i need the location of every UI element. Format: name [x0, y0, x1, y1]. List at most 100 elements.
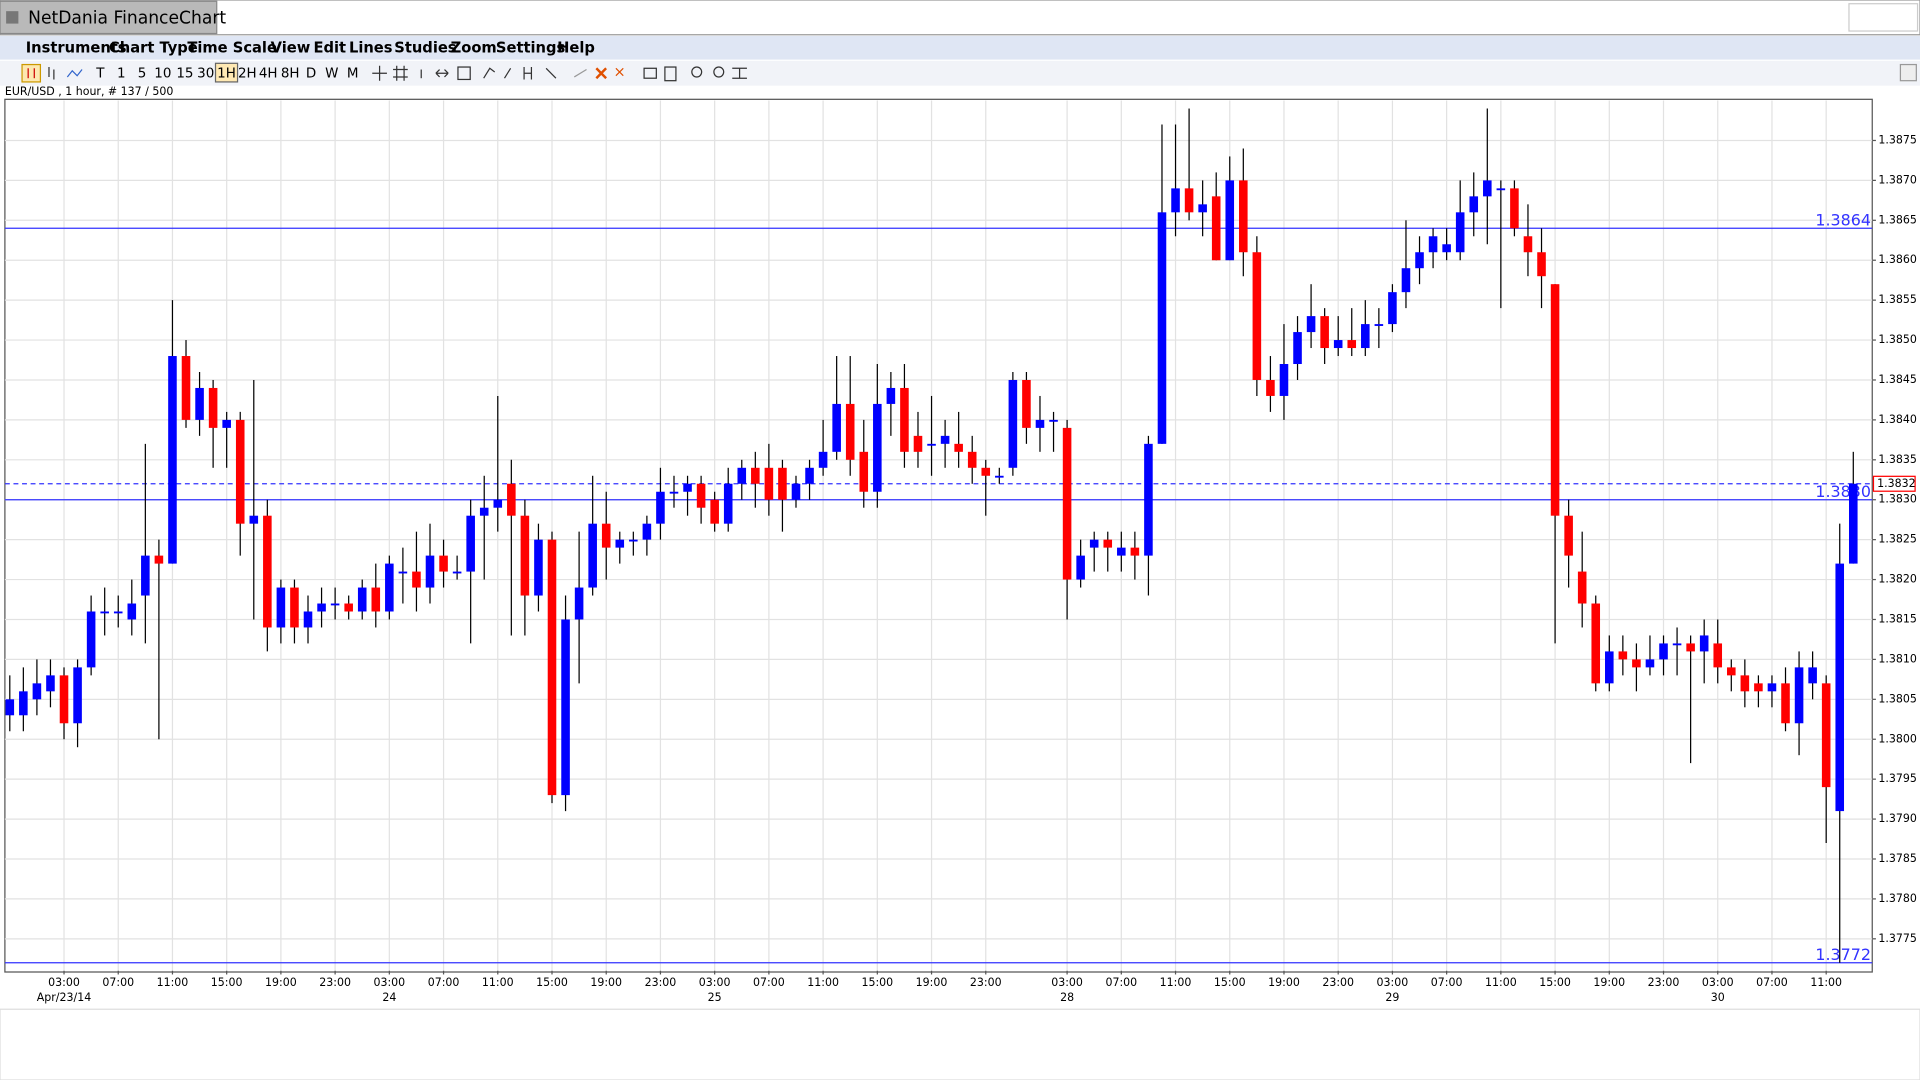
candle-body [1279, 364, 1289, 396]
timeframe-button[interactable]: 1 [117, 65, 126, 81]
timeframe-button[interactable]: D [306, 65, 316, 81]
tool-candle[interactable] [21, 63, 42, 83]
panel-button[interactable] [1899, 63, 1917, 82]
candle-body [1618, 651, 1628, 660]
candle-body [1455, 212, 1465, 253]
x-tick-label: 03:00 [373, 976, 405, 989]
tool-delete-all[interactable] [615, 67, 624, 77]
candle-body [1591, 603, 1601, 684]
candle-body [859, 451, 869, 492]
candle-body [886, 387, 896, 404]
menu-item[interactable]: Time Scale [187, 39, 277, 56]
candle-body [1537, 252, 1546, 277]
menu-item[interactable]: Instruments [26, 39, 127, 56]
candle-body [1794, 667, 1804, 724]
timeframe-button[interactable]: T [95, 65, 105, 81]
y-tick-label: 1.3855 [1878, 293, 1916, 306]
x-tick-label: 15:00 [1539, 976, 1571, 989]
y-tick-label: 1.3875 [1878, 133, 1916, 146]
last-price-box [1872, 475, 1916, 492]
menu-item[interactable]: Help [557, 39, 595, 56]
candle-body [1686, 643, 1695, 652]
level-label: 1.3864 [1815, 210, 1871, 229]
menu-item[interactable]: Zoom [451, 39, 497, 56]
menu-item[interactable]: Lines [349, 39, 393, 56]
candle-body [385, 563, 394, 612]
candle-body [113, 611, 123, 614]
candle-body [466, 515, 475, 572]
candle-body [1659, 643, 1668, 660]
candle-body [1645, 659, 1655, 668]
window-buttons[interactable] [1848, 3, 1919, 32]
x-tick-label: 11:00 [1810, 976, 1842, 989]
candle-body [683, 483, 692, 492]
y-tick-label: 1.3785 [1878, 852, 1916, 865]
candle-body [1144, 443, 1153, 556]
date-label: 28 [1060, 991, 1074, 1004]
timeframe-button[interactable]: 4H [259, 65, 278, 81]
candle-body [425, 555, 435, 588]
tool-bar[interactable] [48, 67, 55, 80]
y-tick-label: 1.3820 [1878, 573, 1916, 586]
y-tick-label: 1.3780 [1878, 892, 1916, 905]
x-tick-label: 07:00 [428, 976, 460, 989]
chart-subtitle: EUR/USD , 1 hour, # 137 / 500 [5, 85, 173, 98]
tool-zoom-in[interactable] [691, 66, 703, 78]
candle-body [1306, 316, 1316, 333]
timeframe-button[interactable]: M [347, 65, 359, 81]
tool-scroll[interactable] [435, 69, 449, 78]
y-tick-label: 1.3775 [1878, 932, 1916, 945]
candle-body [1361, 324, 1370, 349]
status-area [0, 1008, 1920, 1080]
candle-body [1225, 180, 1235, 261]
tool-preview[interactable] [664, 66, 677, 82]
tool-line[interactable] [66, 69, 83, 78]
candle-body [1510, 188, 1519, 229]
tool-fit[interactable] [732, 67, 747, 79]
candle-body [927, 443, 936, 446]
candle-body [479, 507, 489, 516]
candle-body [1076, 555, 1085, 580]
timeframe-button[interactable]: 2H [238, 65, 257, 81]
candle-body [1740, 675, 1750, 692]
candle-body [642, 523, 652, 540]
tool-crosshair[interactable] [372, 65, 387, 81]
timeframe-button[interactable]: 15 [176, 65, 193, 81]
menu-item[interactable]: Edit [313, 39, 346, 56]
tool-draw[interactable] [483, 67, 557, 80]
title-tab[interactable] [0, 0, 218, 35]
candle-body [249, 515, 259, 524]
y-tick-label: 1.3865 [1878, 213, 1916, 226]
timeframe-button[interactable]: 10 [154, 65, 171, 81]
candle-body [507, 483, 516, 516]
candle-body [534, 539, 543, 596]
menu-item[interactable]: Studies [394, 39, 456, 56]
tool-print[interactable] [643, 67, 657, 79]
candle-body [615, 539, 625, 548]
timeframe-button[interactable]: W [325, 65, 338, 81]
candle-body [1333, 340, 1343, 349]
tool-volume[interactable] [457, 66, 471, 81]
candle-body [656, 491, 665, 524]
menu-item[interactable]: Chart Type [109, 39, 198, 56]
timeframe-button[interactable]: 1H [217, 65, 236, 81]
candle-body [791, 483, 801, 500]
timeframe-button[interactable]: 30 [197, 65, 214, 81]
timeframe-button[interactable]: 5 [138, 65, 147, 81]
candle-body [1184, 188, 1194, 213]
tool-grid[interactable] [393, 65, 408, 81]
candle-body [1198, 204, 1207, 213]
timeframe-selected [214, 62, 239, 83]
menu-item[interactable]: Settings [496, 39, 565, 56]
candle-body [723, 483, 733, 524]
tool-trend[interactable] [573, 68, 587, 78]
candle-body [1754, 683, 1763, 692]
candle-body [32, 683, 42, 700]
tool-delete[interactable] [595, 67, 607, 80]
menu-item[interactable]: View [271, 39, 311, 56]
candle-body [439, 555, 448, 572]
candle-body [1727, 667, 1736, 676]
timeframe-button[interactable]: 8H [281, 65, 300, 81]
candle-body [1171, 188, 1180, 213]
tool-zoom-out[interactable] [713, 66, 725, 78]
